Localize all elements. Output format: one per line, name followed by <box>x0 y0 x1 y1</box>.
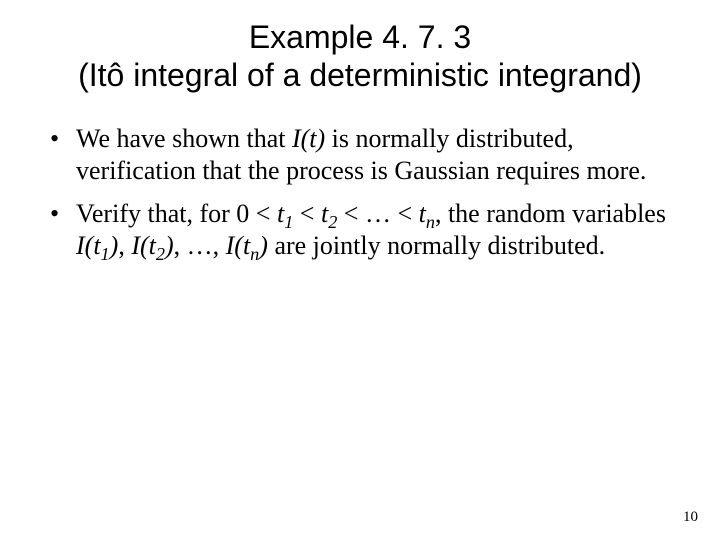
bullet-list: We have shown that I(t) is normally dist… <box>50 123 670 263</box>
text: < <box>293 199 321 228</box>
slide: Example 4. 7. 3 (Itô integral of a deter… <box>0 0 720 540</box>
title-line-2: (Itô integral of a deterministic integra… <box>78 57 642 93</box>
text: are jointly normally distributed. <box>268 231 605 260</box>
text: We have shown that <box>76 124 292 153</box>
math-var: I(t <box>226 231 251 260</box>
text: , the random variables <box>435 199 666 228</box>
bullet-item: We have shown that I(t) is normally dist… <box>50 123 670 188</box>
math-var: ) <box>110 231 119 260</box>
slide-title: Example 4. 7. 3 (Itô integral of a deter… <box>0 0 720 103</box>
text: < … < <box>337 199 418 228</box>
subscript: 1 <box>284 212 293 232</box>
math-var: I(t) <box>292 124 325 153</box>
subscript: 2 <box>328 212 337 232</box>
math-var: I(t <box>76 231 101 260</box>
text: , <box>118 231 131 260</box>
title-line-1: Example 4. 7. 3 <box>249 19 471 55</box>
page-number: 10 <box>683 509 698 526</box>
text: , …, <box>174 231 226 260</box>
subscript: n <box>250 244 259 264</box>
subscript: 2 <box>156 244 165 264</box>
math-var: ) <box>259 231 268 260</box>
math-var: t <box>419 199 426 228</box>
bullet-item: Verify that, for 0 < t1 < t2 < … < tn, t… <box>50 198 670 263</box>
subscript: 1 <box>101 244 110 264</box>
text: Verify that, for 0 < <box>76 199 277 228</box>
math-var: ) <box>165 231 174 260</box>
slide-body: We have shown that I(t) is normally dist… <box>0 103 720 263</box>
math-var: I(t <box>131 231 156 260</box>
subscript: n <box>426 212 435 232</box>
